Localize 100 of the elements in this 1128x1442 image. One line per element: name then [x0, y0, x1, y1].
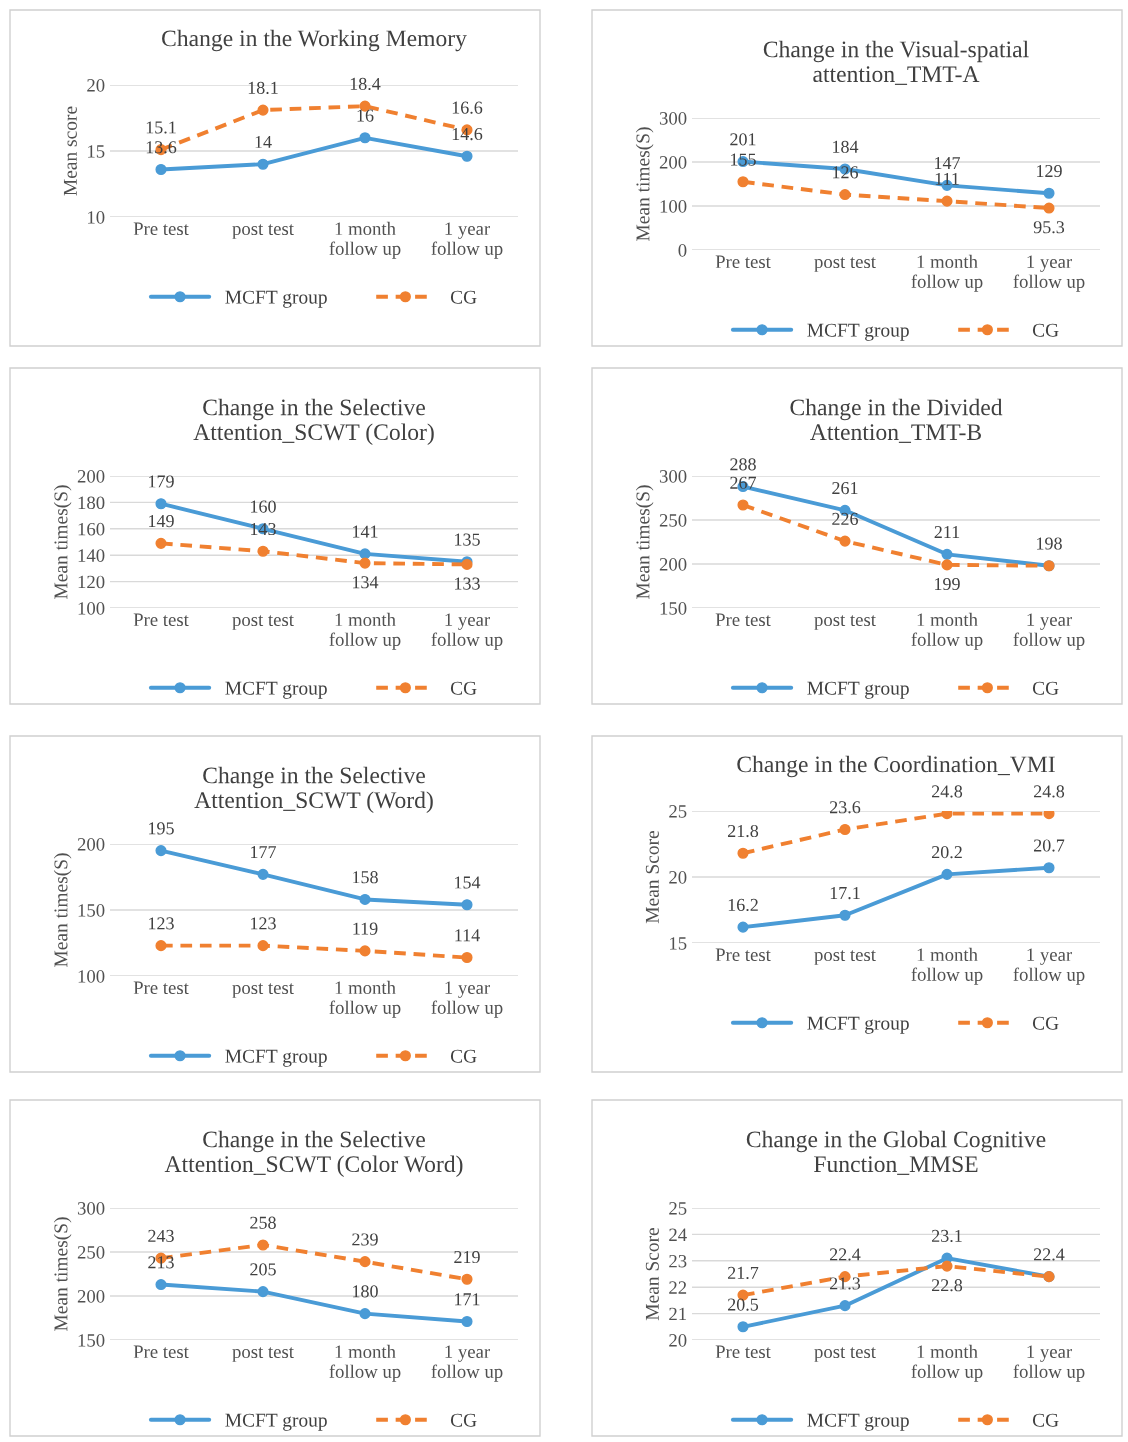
y-tick-label: 150: [660, 602, 687, 615]
data-label: 133: [455, 577, 480, 590]
data-label: 21.7: [727, 1266, 759, 1280]
y-tick-label: 15: [670, 937, 687, 950]
legend-label: MCFT group: [225, 290, 327, 308]
data-label: 16: [357, 109, 374, 122]
y-tick-label: 23: [669, 1254, 687, 1268]
x-tick-label: post test: [232, 224, 294, 239]
data-label: 154: [455, 876, 481, 889]
data-label: 198: [1037, 537, 1062, 550]
y-tick-label: 200: [659, 156, 687, 169]
y-axis-title: Mean times(S): [635, 127, 654, 241]
data-label: 22.4: [1033, 1248, 1065, 1261]
x-tick-label: post test: [232, 615, 294, 630]
x-tick-label: Pre test: [133, 613, 189, 627]
chart-title: Change in the Working Memory: [162, 29, 467, 52]
x-tick-label: 1 year follow up: [431, 1345, 503, 1382]
y-tick-label: 200: [77, 470, 105, 483]
y-tick-label: 200: [77, 1290, 105, 1303]
data-label: 20.7: [1033, 839, 1065, 852]
x-tick-label: Pre test: [133, 1345, 189, 1359]
x-tick-label: Pre test: [715, 948, 771, 962]
data-label: 20.2: [931, 846, 962, 859]
y-axis-title: Mean Score: [645, 830, 659, 924]
x-tick-label: 1 month follow up: [911, 947, 983, 985]
data-label: 15.1: [146, 121, 176, 134]
data-label: 134: [353, 576, 379, 589]
y-tick-label: 20: [669, 871, 687, 884]
y-axis-title: Mean times(S): [53, 853, 72, 967]
x-tick-label: 1 month follow up: [329, 612, 401, 650]
y-tick-label: 100: [78, 970, 105, 983]
y-tick-label: 200: [77, 838, 105, 851]
y-tick-label: 25: [669, 805, 687, 818]
x-tick-label: 1 month follow up: [911, 612, 983, 650]
data-label: 119: [353, 922, 378, 935]
data-label: 219: [454, 1250, 480, 1264]
data-label: 16.2: [728, 898, 758, 912]
legend-label: CG: [450, 1049, 477, 1063]
x-tick-label: 1 year follow up: [1013, 255, 1085, 292]
x-tick-label: Pre test: [715, 1345, 771, 1359]
data-label: 123: [149, 917, 174, 930]
data-label: 23.6: [829, 801, 861, 814]
y-tick-label: 20: [87, 79, 105, 92]
y-tick-label: 300: [659, 112, 687, 125]
data-label: 24.8: [1033, 785, 1065, 798]
x-tick-label: post test: [814, 1347, 876, 1362]
data-label: 14: [255, 135, 272, 148]
y-axis-title: Mean times(S): [53, 485, 72, 599]
y-axis-title: Mean Score: [645, 1227, 659, 1321]
x-tick-label: post test: [814, 615, 876, 630]
chart-title: Change in the Visual-spatial attention_TMT-A: [763, 40, 1029, 85]
legend-label: MCFT group: [807, 681, 909, 699]
y-axis-title: Mean times(S): [635, 485, 654, 599]
data-label: 211: [934, 526, 960, 538]
data-label: 17.1: [830, 887, 860, 900]
y-tick-label: 300: [77, 1202, 105, 1215]
y-tick-label: 22: [669, 1281, 687, 1294]
data-label: 158: [353, 871, 378, 884]
chart-title: Change in the Selective Attention_SCWT (Word): [194, 766, 433, 813]
y-axis-title: Mean score: [63, 106, 77, 196]
data-label: 213: [148, 1256, 174, 1269]
x-tick-label: 1 month follow up: [911, 1344, 983, 1382]
y-tick-label: 160: [78, 522, 105, 536]
data-label: 95.3: [1033, 221, 1065, 234]
data-label: 129: [1037, 164, 1062, 178]
y-tick-label: 20: [669, 1334, 687, 1347]
data-label: 149: [149, 515, 174, 528]
data-label: 135: [455, 533, 480, 546]
data-label: 180: [353, 1285, 378, 1298]
x-tick-label: Pre test: [715, 255, 771, 269]
y-tick-label: 140: [78, 549, 105, 562]
data-label: 23.1: [931, 1229, 962, 1243]
data-label: 243: [148, 1229, 174, 1242]
data-label: 22.4: [829, 1248, 861, 1261]
x-tick-label: 1 year follow up: [1013, 613, 1085, 650]
data-label: 141: [353, 525, 378, 538]
y-tick-label: 200: [659, 558, 687, 571]
y-tick-label: 120: [78, 575, 105, 589]
data-label: 114: [455, 929, 480, 942]
x-tick-label: post test: [814, 257, 876, 272]
legend-label: MCFT group: [225, 1413, 327, 1431]
data-label: 195: [149, 822, 174, 835]
x-tick-label: post test: [232, 1347, 294, 1362]
x-tick-label: 1 month follow up: [329, 1344, 401, 1382]
data-label: 177: [251, 846, 277, 859]
data-label: 14.6: [452, 127, 483, 141]
legend-label: CG: [1032, 1413, 1059, 1427]
x-tick-label: 1 month follow up: [911, 254, 983, 292]
data-label: 267: [730, 476, 757, 489]
x-tick-label: post test: [814, 950, 876, 965]
y-tick-label: 250: [659, 514, 687, 527]
x-tick-label: 1 year follow up: [1013, 948, 1085, 985]
data-label: 205: [250, 1263, 276, 1276]
y-tick-label: 21: [669, 1307, 687, 1321]
data-label: 18.4: [350, 77, 381, 91]
legend-label: CG: [1032, 1016, 1059, 1030]
y-tick-label: 0: [678, 244, 687, 257]
chart-title: Change in the Divided Attention_TMT-B: [790, 398, 1003, 443]
x-tick-label: Pre test: [715, 613, 771, 627]
data-label: 147: [935, 157, 961, 169]
